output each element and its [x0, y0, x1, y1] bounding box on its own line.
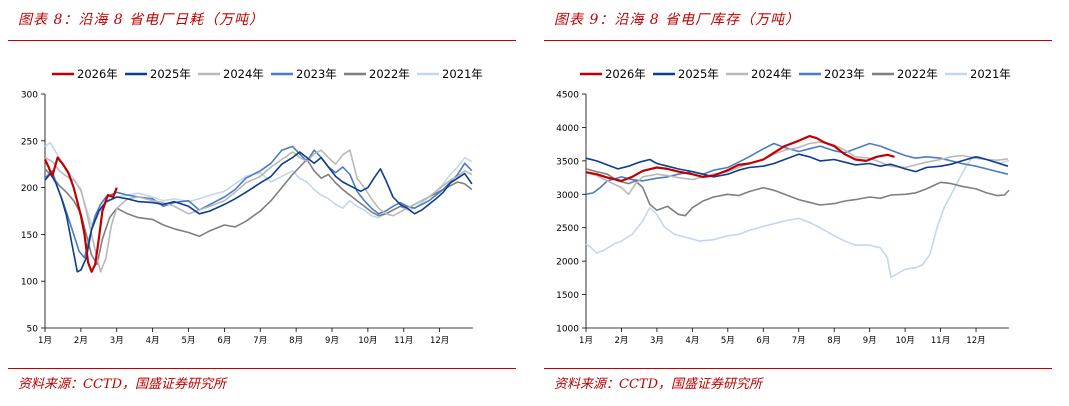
x-tick-label: 2月 — [74, 336, 88, 346]
y-tick-label: 4500 — [556, 91, 579, 101]
y-tick-label: 3500 — [556, 157, 579, 167]
legend-label: 2023年 — [824, 67, 865, 81]
legend-item: 2023年 — [271, 67, 337, 81]
legend-label: 2026年 — [77, 67, 118, 81]
y-tick-label: 1500 — [556, 291, 579, 301]
title-divider — [8, 40, 516, 41]
series-line-2021年 — [585, 156, 1010, 278]
legend-item: 2021年 — [417, 67, 483, 81]
series-line-2022年 — [44, 158, 473, 266]
x-tick-label: 11月 — [931, 336, 950, 346]
x-tick-label: 3月 — [110, 336, 124, 346]
x-tick-label: 9月 — [863, 336, 877, 346]
series-line-2024年 — [44, 149, 473, 273]
legend-label: 2026年 — [605, 67, 646, 81]
legend-label: 2021年 — [442, 67, 483, 81]
legend-item: 2024年 — [726, 67, 792, 81]
daily-consumption-panel: 图表 8：沿海 8 省电厂日耗（万吨） 50 100 150 200 250 300 1月 2… — [0, 0, 533, 406]
series-line-2025年 — [585, 153, 1009, 178]
series-line-2026年 — [585, 135, 895, 182]
x-tick-label: 12月 — [430, 336, 449, 346]
legend-label: 2024年 — [751, 67, 792, 81]
x-tick-label: 8月 — [289, 336, 303, 346]
legend-label: 2024年 — [223, 67, 264, 81]
x-tick-label: 9月 — [325, 336, 339, 346]
legend-item: 2026年 — [52, 67, 118, 81]
inventory-panel: 图表 9：沿海 8 省电厂库存（万吨） 1000 1500 2000 2500 3000… — [536, 0, 1069, 406]
x-tick-label: 1月 — [579, 336, 593, 346]
x-tick-label: 6月 — [756, 336, 770, 346]
y-tick-label: 1000 — [556, 325, 579, 335]
inventory-chart: 1000 1500 2000 2500 3000 3500 4000 4500 1月 2月 3月 4月… — [556, 67, 1011, 346]
legend-label: 2023年 — [296, 67, 337, 81]
x-tick-label: 5月 — [182, 336, 196, 346]
source-note: 资料来源：CCTD，国盛证券研究所 — [18, 377, 226, 392]
source-divider — [8, 368, 516, 369]
x-tick-label: 8月 — [827, 336, 841, 346]
y-tick-label: 3000 — [556, 191, 579, 201]
legend-item: 2026年 — [580, 67, 646, 81]
series-line-2022年 — [585, 168, 1010, 217]
x-tick-label: 4月 — [685, 336, 699, 346]
legend-label: 2022年 — [369, 67, 410, 81]
y-tick-label: 100 — [21, 278, 38, 288]
source-divider — [544, 368, 1052, 369]
chart-title: 图表 9：沿海 8 省电厂库存（万吨） — [554, 12, 801, 28]
x-tick-label: 3月 — [650, 336, 664, 346]
x-tick-label: 5月 — [721, 336, 735, 346]
y-tick-label: 50 — [27, 325, 39, 335]
y-tick-label: 250 — [21, 137, 38, 147]
x-tick-label: 1月 — [38, 336, 52, 346]
x-tick-label: 7月 — [253, 336, 267, 346]
title-divider — [544, 40, 1052, 41]
chart-title: 图表 8：沿海 8 省电厂日耗（万吨） — [18, 12, 265, 28]
y-tick-label: 200 — [21, 184, 38, 194]
x-tick-label: 2月 — [614, 336, 628, 346]
x-tick-label: 12月 — [966, 336, 985, 346]
legend-item: 2022年 — [344, 67, 410, 81]
series-line-2026年 — [44, 156, 118, 273]
legend-label: 2025年 — [150, 67, 191, 81]
y-tick-label: 300 — [21, 91, 38, 101]
legend-item: 2022年 — [872, 67, 938, 81]
x-tick-label: 11月 — [394, 336, 413, 346]
legend-item: 2023年 — [799, 67, 865, 81]
legend-item: 2025年 — [653, 67, 719, 81]
series-line-2024年 — [585, 141, 1008, 196]
y-tick-label: 150 — [21, 231, 38, 241]
x-tick-label: 6月 — [217, 336, 231, 346]
series-line-2025年 — [44, 151, 473, 273]
legend-item: 2021年 — [945, 67, 1011, 81]
legend-label: 2025年 — [678, 67, 719, 81]
daily-consumption-chart: 50 100 150 200 250 300 1月 2月 3月 4月 5月 6月 7月 8月 9月 10月 11… — [21, 67, 483, 346]
x-tick-label: 10月 — [358, 336, 377, 346]
x-tick-label: 7月 — [792, 336, 806, 346]
legend-item: 2024年 — [198, 67, 264, 81]
legend-label: 2022年 — [897, 67, 938, 81]
x-tick-label: 10月 — [895, 336, 914, 346]
y-tick-label: 2000 — [556, 258, 579, 268]
legend-label: 2021年 — [970, 67, 1011, 81]
y-tick-label: 2500 — [556, 224, 579, 234]
y-tick-label: 4000 — [556, 124, 579, 134]
source-note: 资料来源：CCTD，国盛证券研究所 — [554, 377, 762, 392]
x-tick-label: 4月 — [146, 336, 160, 346]
legend-item: 2025年 — [125, 67, 191, 81]
